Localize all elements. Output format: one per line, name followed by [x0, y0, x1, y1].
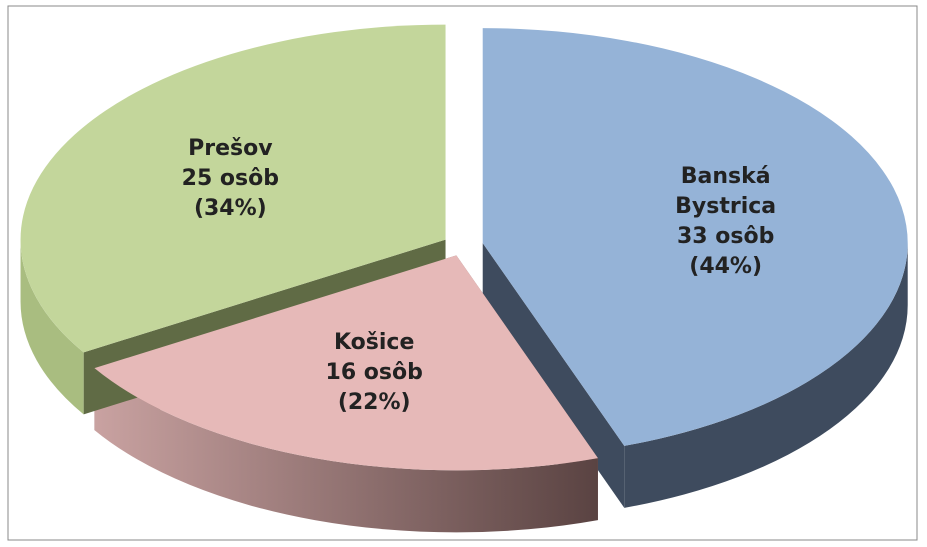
frame	[7, 5, 918, 541]
slice-percent: (22%)	[337, 389, 411, 415]
radial-wall	[482, 243, 625, 508]
slice	[482, 28, 908, 446]
slice-label: Banská Bystrica 33 osôb (44%)	[641, 162, 811, 282]
slice-percent: (44%)	[689, 254, 763, 280]
outer-wall	[624, 243, 908, 508]
slice-percent: (34%)	[193, 195, 267, 221]
slice	[94, 255, 598, 471]
slice-value: 33 osôb	[676, 224, 775, 250]
outer-wall	[20, 239, 84, 415]
slice-value: 25 osôb	[181, 165, 279, 191]
slice-name: Banská Bystrica	[675, 164, 777, 220]
slice-name: Prešov	[188, 135, 273, 161]
slice-name: Košice	[334, 329, 415, 355]
slice-tops	[20, 24, 908, 471]
slice-label: Košice 16 osôb (22%)	[289, 328, 459, 418]
slice-label: Prešov 25 osôb (34%)	[145, 134, 315, 224]
outer-wall	[94, 368, 598, 533]
slice-value: 16 osôb	[325, 359, 423, 385]
slice	[20, 24, 446, 353]
